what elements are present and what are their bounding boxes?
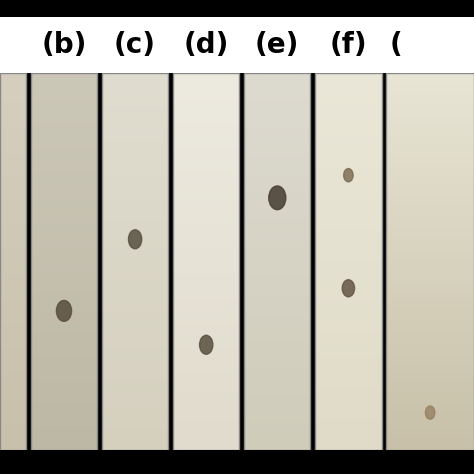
Text: (: ( [390, 31, 402, 59]
Bar [0, 450, 474, 474]
Bar [0, 17, 474, 73]
Text: (b): (b) [41, 31, 87, 59]
Text: (e): (e) [255, 31, 300, 59]
Ellipse shape [342, 280, 355, 297]
Text: (f): (f) [329, 31, 367, 59]
Bar [0, 73, 26, 450]
Text: (c): (c) [114, 31, 156, 59]
Text: (d): (d) [183, 31, 229, 59]
Bar [244, 73, 310, 450]
Bar [31, 73, 97, 450]
Bar [0, 0, 474, 17]
Bar [386, 73, 474, 450]
Ellipse shape [200, 335, 213, 354]
Ellipse shape [425, 406, 435, 419]
Bar [102, 73, 168, 450]
Bar [315, 73, 382, 450]
Ellipse shape [56, 301, 72, 321]
Ellipse shape [344, 169, 353, 182]
Ellipse shape [269, 186, 286, 210]
Ellipse shape [128, 230, 142, 249]
Bar [173, 73, 239, 450]
